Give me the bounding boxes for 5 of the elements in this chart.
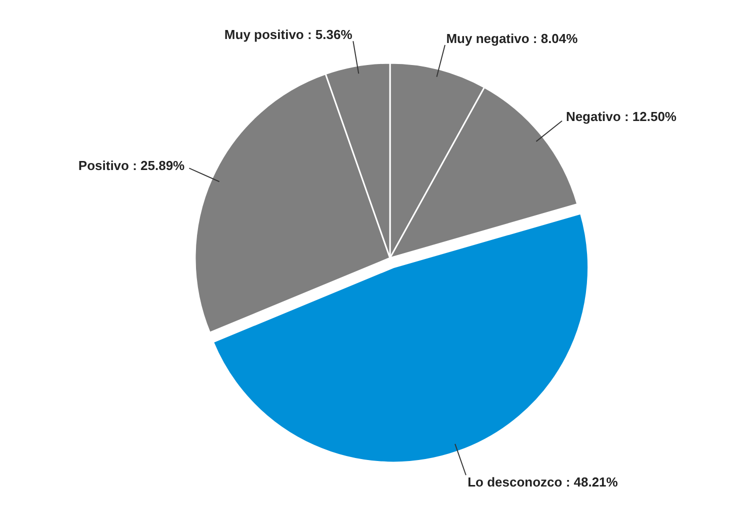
slice-label: Muy negativo : 8.04%: [446, 30, 578, 46]
slice-label: Muy positivo : 5.36%: [224, 26, 353, 42]
slice-label: Lo desconozco : 48.21%: [468, 474, 618, 490]
slice-label: Positivo : 25.89%: [78, 158, 186, 173]
slice-label: Negativo : 12.50%: [566, 109, 677, 124]
